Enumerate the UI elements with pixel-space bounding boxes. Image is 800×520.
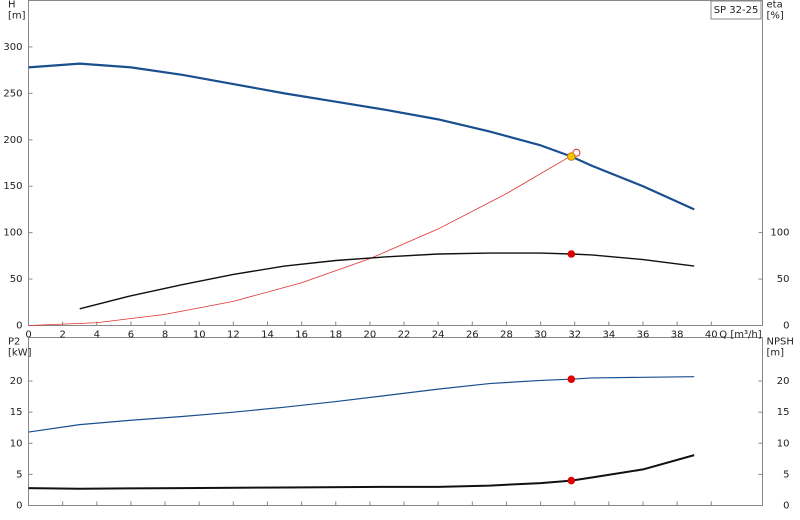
data-point: [567, 152, 576, 161]
curve: [28, 376, 695, 433]
y2-tick-label: 20: [777, 376, 790, 387]
chart-title: SP 32-25: [714, 5, 759, 16]
y-axis-label: [m]: [8, 11, 26, 22]
x-tick-label: 8: [162, 330, 168, 341]
y2-tick-label: 15: [777, 407, 790, 418]
data-point: [567, 250, 576, 258]
plot-frame: [28, 337, 763, 506]
y2-tick-label: 0: [783, 321, 789, 332]
y2-axis-label: eta: [767, 0, 783, 11]
y-tick-label: 50: [10, 274, 23, 285]
y2-tick-label: 0: [783, 501, 789, 512]
data-point: [567, 476, 576, 485]
y-axis-label: H: [8, 0, 16, 11]
y-tick-label: 20: [10, 376, 23, 387]
x-tick-label: 22: [398, 330, 411, 341]
y-tick-label: 15: [10, 407, 23, 418]
y2-axis-label: NPSH: [767, 337, 794, 348]
x-tick-label: 6: [128, 330, 134, 341]
y2-axis-label: [m]: [767, 348, 785, 359]
x-tick-label: 26: [466, 330, 479, 341]
x-tick-label: 4: [94, 330, 100, 341]
x-tick-label: 16: [295, 330, 308, 341]
x-tick-label: 0: [25, 330, 31, 341]
title-box: [710, 0, 762, 20]
y2-tick-label: 5: [783, 469, 789, 480]
y2-axis-label: [%]: [767, 11, 784, 22]
x-tick-label: 28: [500, 330, 513, 341]
y-tick-label: 150: [3, 181, 22, 192]
y2-tick-label: 50: [777, 274, 790, 285]
y-tick-label: 0: [16, 321, 22, 332]
y-tick-label: 250: [3, 88, 22, 99]
x-tick-label: 20: [364, 330, 377, 341]
x-tick-label: 34: [603, 330, 616, 341]
x-tick-label: 36: [637, 330, 650, 341]
x-tick-label: 2: [59, 330, 65, 341]
y-tick-label: 0: [16, 501, 22, 512]
curve: [28, 153, 575, 326]
x-tick-label: 24: [432, 330, 445, 341]
y-axis-label: P2: [8, 337, 20, 348]
x-tick-label: 38: [671, 330, 684, 341]
y-tick-label: 5: [16, 469, 22, 480]
y2-tick-label: 10: [777, 438, 790, 449]
x-tick-label: 10: [193, 330, 206, 341]
y-tick-label: 300: [3, 42, 22, 53]
y-axis-label: [kW]: [8, 348, 32, 359]
x-tick-label: 12: [227, 330, 240, 341]
x-axis-label: Q [m³/h]: [719, 330, 761, 341]
data-point: [567, 375, 576, 383]
y-tick-label: 200: [3, 135, 22, 146]
y-tick-label: 100: [3, 228, 22, 239]
curve: [28, 454, 695, 490]
x-tick-label: 14: [261, 330, 274, 341]
plot-frame: [28, 0, 763, 326]
y2-tick-label: 100: [770, 228, 789, 239]
x-tick-label: 18: [329, 330, 342, 341]
curve: [79, 252, 695, 310]
x-tick-label: 32: [568, 330, 581, 341]
y-tick-label: 10: [10, 438, 23, 449]
x-tick-label: 30: [534, 330, 547, 341]
x-tick-label: 40: [705, 330, 718, 341]
curve: [28, 62, 695, 211]
